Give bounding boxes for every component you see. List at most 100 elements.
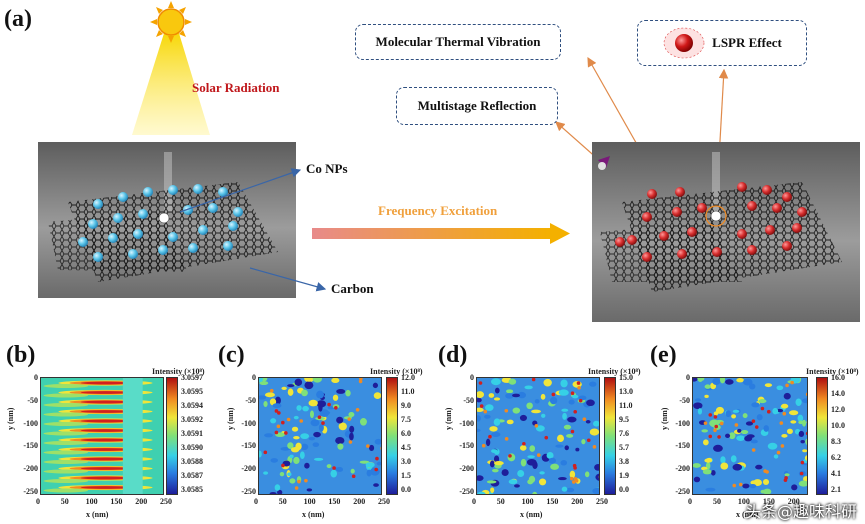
- lspr-particle-icon: [663, 27, 705, 59]
- y-tick-label: -50: [245, 395, 256, 405]
- colorbar-tick: 14.0: [831, 389, 845, 398]
- colorbar-tick: 9.5: [619, 415, 629, 424]
- colorbar-tick: 6.0: [401, 429, 411, 438]
- y-axis-label: y (nm): [660, 407, 669, 430]
- colorbar-tick: 3.0592: [181, 415, 203, 424]
- callout-reflection-text: Multistage Reflection: [417, 98, 537, 113]
- colorbar-title: Intensity (×10⁸): [588, 367, 641, 376]
- colorbar-title: Intensity (×10⁸): [152, 367, 205, 376]
- colorbar-tick: 2.1: [831, 485, 841, 494]
- y-tick-label: -250: [241, 487, 256, 496]
- intensity-heatmap: [40, 377, 164, 495]
- x-tick-label: 250: [378, 497, 390, 506]
- colorbar-tick: 0.0: [619, 485, 629, 494]
- x-tick-label: 0: [688, 497, 692, 506]
- y-tick-label: -200: [241, 464, 256, 474]
- y-tick-label: -250: [675, 487, 690, 496]
- y-tick-label: -100: [241, 418, 256, 428]
- co-nps-label: Co NPs: [306, 161, 348, 176]
- y-tick-label: -100: [23, 418, 38, 428]
- colorbar-tick: 1.5: [401, 471, 411, 480]
- sun-illustration: [132, 1, 210, 135]
- colorbar-tick: 11.0: [619, 401, 633, 410]
- colorbar-tick: 1.9: [619, 471, 629, 480]
- colorbar-tick: 3.0597: [181, 373, 203, 382]
- panel-a-letter: (a): [4, 6, 32, 32]
- y-tick-label: -50: [679, 395, 690, 405]
- colorbar-tick: 10.0: [831, 421, 845, 430]
- watermark: 头条@趣味科研: [744, 502, 857, 521]
- y-tick-label: -250: [459, 487, 474, 496]
- y-tick-label: 0: [686, 373, 690, 382]
- y-tick-label: -200: [675, 464, 690, 474]
- x-axis-label: x (nm): [736, 510, 759, 519]
- colorbar-tick: 7.6: [619, 429, 629, 438]
- x-tick-label: 200: [135, 497, 148, 506]
- y-axis-label: y (nm): [444, 407, 453, 430]
- colorbar-tick: 15.0: [619, 373, 633, 382]
- intensity-heatmap: [692, 377, 808, 495]
- x-tick-label: 200: [571, 497, 584, 506]
- reflection-ray-icon: [598, 156, 610, 170]
- callout-multistage-reflection: Multistage Reflection: [396, 87, 558, 125]
- panel-e-letter: (e): [650, 342, 677, 368]
- colorbar-tick: 7.5: [401, 415, 411, 424]
- x-axis-label: x (nm): [302, 510, 325, 519]
- colorbar: [604, 377, 616, 495]
- x-tick-label: 100: [85, 497, 98, 506]
- x-tick-label: 0: [254, 497, 258, 506]
- x-tick-label: 250: [160, 497, 172, 506]
- colorbar: [166, 377, 178, 495]
- x-tick-label: 100: [521, 497, 534, 506]
- y-tick-label: -50: [27, 395, 38, 405]
- colorbar-tick: 5.7: [619, 443, 629, 452]
- panel-c-letter: (c): [218, 342, 245, 368]
- colorbar-tick: 6.2: [831, 453, 841, 462]
- x-tick-label: 200: [787, 497, 800, 506]
- x-tick-label: 50: [496, 497, 505, 506]
- colorbar-tick: 12.0: [831, 405, 845, 414]
- x-tick-label: 150: [110, 497, 123, 506]
- y-axis-label: y (nm): [226, 407, 235, 430]
- colorbar-tick: 9.0: [401, 401, 411, 410]
- x-tick-label: 100: [737, 497, 750, 506]
- callout-vibration-text: Molecular Thermal Vibration: [375, 34, 541, 49]
- x-tick-label: 50: [60, 497, 69, 506]
- colorbar-tick: 13.0: [619, 387, 633, 396]
- y-tick-label: -150: [675, 441, 690, 451]
- y-tick-label: -150: [459, 441, 474, 451]
- frequency-excitation-label: Frequency Excitation: [378, 203, 498, 218]
- colorbar-tick: 3.0595: [181, 387, 203, 396]
- y-tick-label: -50: [463, 395, 474, 405]
- callout-lspr-effect: LSPR Effect: [637, 20, 807, 66]
- colorbar: [816, 377, 828, 495]
- y-tick-label: 0: [470, 373, 474, 382]
- colorbar: [386, 377, 398, 495]
- colorbar-tick: 4.5: [401, 443, 411, 452]
- colorbar-tick: 4.1: [831, 469, 841, 478]
- solar-radiation-label: Solar Radiation: [192, 80, 280, 95]
- x-tick-label: 0: [36, 497, 40, 506]
- colorbar-tick: 3.0591: [181, 429, 203, 438]
- colorbar-tick: 3.0588: [181, 457, 203, 466]
- y-tick-label: -200: [23, 464, 38, 474]
- x-tick-label: 0: [472, 497, 476, 506]
- panel-d-letter: (d): [438, 342, 468, 368]
- graphene-scene-left: [38, 142, 296, 298]
- x-tick-label: 150: [762, 497, 775, 506]
- graphene-scene-right: [592, 142, 860, 322]
- colorbar-tick: 8.3: [831, 437, 841, 446]
- colorbar-tick: 3.0594: [181, 401, 203, 410]
- panel-b-letter: (b): [6, 342, 36, 368]
- x-tick-label: 250: [596, 497, 608, 506]
- x-tick-label: 200: [353, 497, 366, 506]
- y-axis-label: y (nm): [6, 407, 15, 430]
- x-axis-label: x (nm): [86, 510, 109, 519]
- y-tick-label: -150: [23, 441, 38, 451]
- x-tick-label: 100: [303, 497, 316, 506]
- y-tick-label: -150: [241, 441, 256, 451]
- y-tick-label: -200: [459, 464, 474, 474]
- colorbar-tick: 3.0585: [181, 485, 203, 494]
- colorbar-tick: 16.0: [831, 373, 845, 382]
- x-tick-label: 50: [712, 497, 721, 506]
